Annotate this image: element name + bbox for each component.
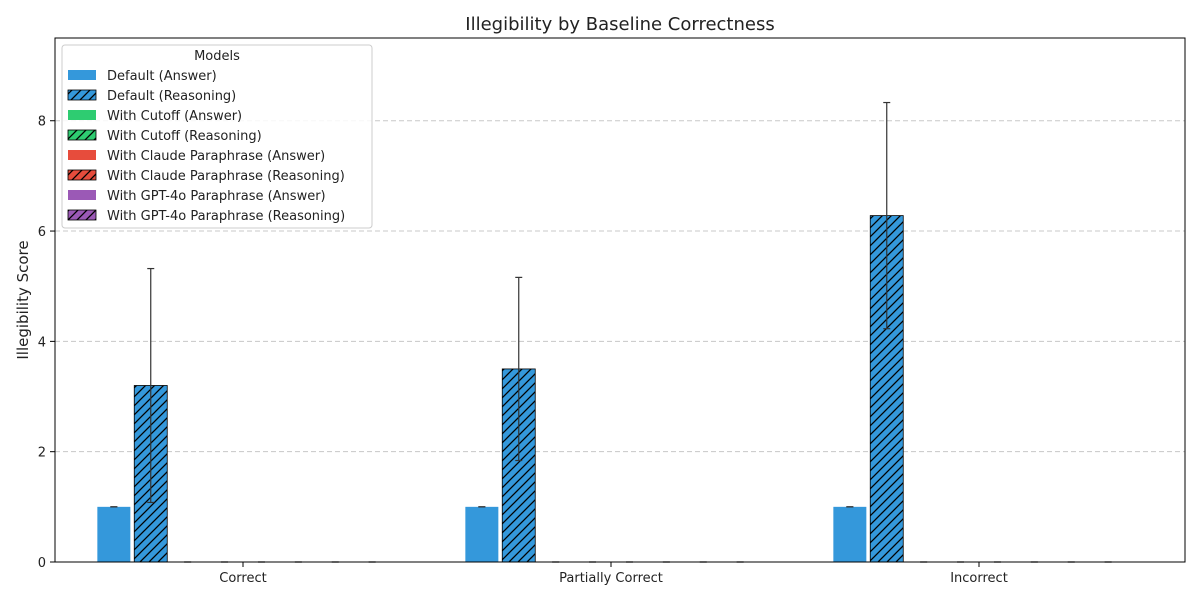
legend-label: With GPT-4o Paraphrase (Answer)	[107, 189, 326, 204]
legend-box	[61, 44, 373, 229]
legend-swatch	[67, 169, 97, 181]
y-tick-label: 0	[38, 556, 46, 571]
x-tick-label: Partially Correct	[559, 571, 663, 586]
y-tick-label: 2	[38, 446, 46, 461]
x-ticks: Correct Partially Correct Incorrect	[219, 562, 1008, 586]
chart-title: Illegibility by Baseline Correctness	[465, 14, 774, 35]
legend-swatch	[67, 209, 97, 221]
legend-swatch	[68, 150, 96, 160]
legend-label: Default (Reasoning)	[107, 89, 236, 104]
legend-label: Default (Answer)	[107, 69, 217, 84]
y-axis-label: Illegibility Score	[14, 240, 32, 359]
bar	[833, 506, 867, 562]
bars-group	[97, 215, 904, 563]
x-tick-label: Correct	[219, 571, 266, 586]
plot-frame	[54, 37, 1186, 563]
legend-swatch	[67, 89, 97, 101]
legend: Models Default (Answer) Default (Reasoning…	[61, 44, 373, 229]
x-tick-label: Incorrect	[950, 571, 1008, 586]
legend-label: With Claude Paraphrase (Reasoning)	[107, 169, 345, 184]
legend-label: With Cutoff (Answer)	[107, 109, 242, 124]
legend-swatch	[68, 110, 96, 120]
y-ticks: 0 2 4 6 8	[38, 115, 55, 571]
y-tick-label: 4	[38, 335, 46, 350]
bar	[465, 506, 499, 562]
legend-swatch	[68, 190, 96, 200]
legend-label: With Claude Paraphrase (Answer)	[107, 149, 325, 164]
legend-swatch	[67, 129, 97, 141]
y-tick-label: 8	[38, 115, 46, 130]
legend-label: With GPT-4o Paraphrase (Reasoning)	[107, 209, 345, 224]
y-tick-label: 6	[38, 225, 46, 240]
legend-swatch	[68, 70, 96, 80]
bar	[97, 506, 131, 562]
legend-label: With Cutoff (Reasoning)	[107, 129, 262, 144]
legend-title: Models	[194, 49, 240, 64]
